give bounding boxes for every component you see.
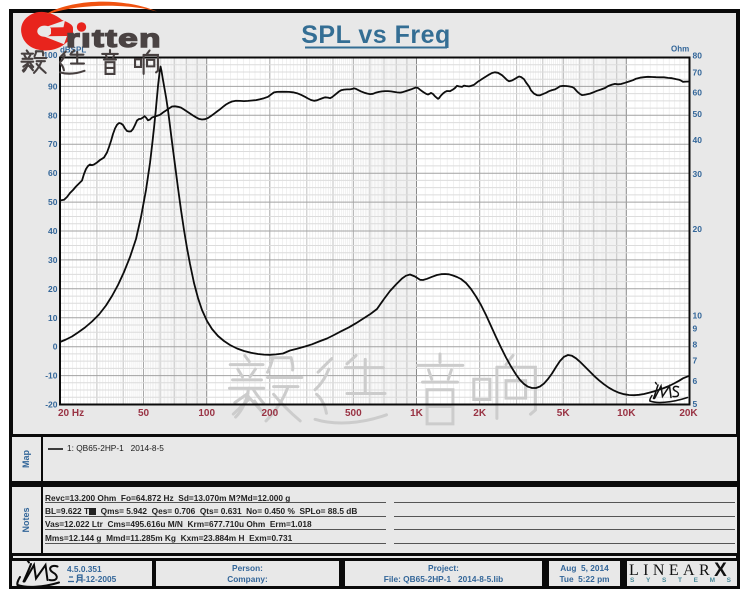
svg-text:rıtten: rıtten — [66, 25, 162, 53]
svg-text:dBSPL: dBSPL — [60, 45, 86, 54]
svg-text:80: 80 — [48, 110, 58, 120]
svg-text:Ohm: Ohm — [671, 44, 689, 53]
svg-text:50: 50 — [138, 408, 150, 419]
svg-text:200: 200 — [261, 408, 278, 419]
svg-text:20 Hz: 20 Hz — [58, 408, 84, 419]
svg-text:Notes: Notes — [21, 507, 31, 532]
svg-text:-20: -20 — [45, 400, 58, 410]
svg-text:40: 40 — [693, 135, 703, 145]
svg-text:70: 70 — [693, 68, 703, 78]
svg-text:1K: 1K — [410, 408, 424, 419]
svg-text:100: 100 — [198, 408, 215, 419]
svg-text:500: 500 — [345, 408, 362, 419]
svg-text:7: 7 — [693, 355, 698, 365]
svg-text:30: 30 — [48, 255, 58, 265]
svg-text:60: 60 — [48, 168, 58, 178]
svg-text:70: 70 — [48, 139, 58, 149]
svg-text:20: 20 — [693, 224, 703, 234]
svg-text:90: 90 — [48, 81, 58, 91]
svg-text:6: 6 — [693, 376, 698, 386]
svg-text:0: 0 — [53, 342, 58, 352]
svg-text:20K: 20K — [679, 408, 698, 419]
svg-text:5K: 5K — [557, 408, 571, 419]
svg-text:80: 80 — [693, 50, 703, 60]
svg-text:2K: 2K — [473, 408, 487, 419]
svg-text:50: 50 — [48, 197, 58, 207]
svg-text:60: 60 — [693, 88, 703, 98]
svg-text:-10: -10 — [45, 371, 58, 381]
svg-text:9: 9 — [693, 324, 698, 334]
svg-text:10: 10 — [693, 311, 703, 321]
svg-text:20: 20 — [48, 284, 58, 294]
svg-text:50: 50 — [693, 109, 703, 119]
svg-text:10K: 10K — [617, 408, 636, 419]
svg-text:30: 30 — [693, 169, 703, 179]
svg-text:40: 40 — [48, 226, 58, 236]
svg-text:10: 10 — [48, 313, 58, 323]
svg-text:8: 8 — [693, 339, 698, 349]
svg-text:SPL vs Freq: SPL vs Freq — [301, 21, 451, 49]
svg-text:5: 5 — [693, 399, 698, 409]
svg-text:100: 100 — [43, 50, 57, 60]
svg-text:Map: Map — [21, 449, 31, 468]
